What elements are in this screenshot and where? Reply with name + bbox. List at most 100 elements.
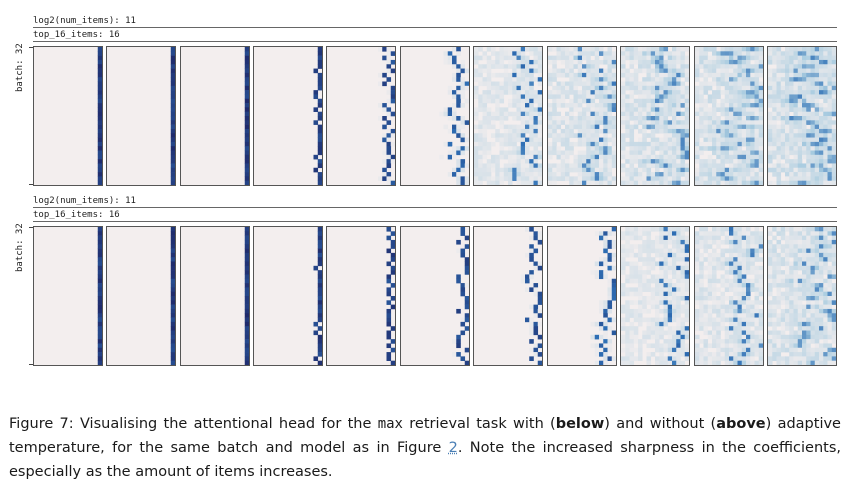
heatmap-cell [720,339,726,344]
heatmap-cell [746,239,751,245]
heatmap-cell [733,146,738,151]
heatmap-cell [746,90,751,95]
heatmap-cell [512,137,517,143]
heatmap-cell [733,352,738,357]
heatmap-cell [814,116,820,121]
heatmap-cell [560,72,566,78]
heatmap-cell [625,278,630,284]
heatmap-cell [716,77,721,82]
heatmap-cell [789,352,794,357]
heatmap-cell [737,296,743,301]
heatmap-cell [729,116,734,121]
heatmap-cell [810,55,816,61]
heatmap-cell [590,176,596,181]
heatmap-panel [694,46,764,186]
heatmap-cell [707,334,713,340]
heatmap-cell [565,137,570,143]
heatmap-cell [603,150,608,156]
heatmap-cell [684,55,689,61]
heatmap-cell [724,360,730,365]
heatmap-cell [548,59,553,65]
heatmap-cell [474,72,479,78]
heatmap-cell [789,116,794,121]
heatmap-cell [456,72,461,78]
heatmap-cell [746,321,751,327]
heatmap-cell [724,231,730,236]
heatmap-cell [707,163,713,169]
heatmap-cell [97,176,102,181]
heatmap-cell [667,265,673,271]
heatmap-cell [776,107,782,112]
heatmap-cell [97,339,102,344]
heatmap-cell [802,304,807,310]
heatmap-cell [629,180,635,185]
heatmap-cell [516,90,522,95]
heatmap-cell [768,270,773,275]
heatmap-cell [582,81,587,87]
heatmap-cell [741,235,747,241]
heatmap-cell [642,334,647,340]
heatmap-cell [750,239,755,245]
heatmap-cell [447,90,453,95]
heatmap-cell [650,116,656,121]
heatmap-cell [659,227,664,232]
heatmap-cell [720,172,726,177]
heatmap-cell [478,159,483,164]
heatmap-cell [806,313,811,318]
heatmap-cell [684,261,689,267]
heatmap-cell [607,339,613,344]
heatmap-cell [607,308,613,314]
heatmap-cell [603,347,608,353]
heatmap-cell [703,339,709,344]
heatmap-cell [537,321,542,327]
heatmap-cell [703,274,709,280]
heatmap-cell [170,120,175,125]
heatmap-cell [170,163,175,169]
heatmap-cell [720,227,726,232]
heatmap-cell [464,265,469,271]
heatmap-cell [802,244,807,249]
heatmap-cell [569,55,574,61]
heatmap-cell [482,51,488,56]
heatmap-cell [802,248,807,254]
heatmap-cell [741,124,747,130]
heatmap-cell [768,313,773,318]
heatmap-cell [699,317,704,323]
heatmap-cell [382,176,387,181]
heatmap-cell [819,321,824,327]
heatmap-cell [684,343,689,349]
heatmap-cell [780,154,786,160]
heatmap-cell [707,235,713,241]
heatmap-cell [474,51,479,56]
heatmap-cell [819,265,824,271]
heatmap-cell [724,283,730,288]
heatmap-cell [659,98,664,104]
heatmap-cell [806,163,811,169]
heatmap-cell [806,128,811,134]
heatmap-cell [802,291,807,297]
heatmap-cell [720,300,726,305]
heatmap-cell [573,120,579,125]
heatmap-cell [772,321,777,327]
heatmap-cell [512,103,517,108]
figure-ref-link[interactable]: 2 [448,440,458,456]
heatmap-cell [317,317,322,323]
heatmap-cell [170,176,175,181]
heatmap-cell [672,68,677,74]
heatmap-cell [611,231,616,236]
heatmap-cell [560,68,566,74]
heatmap-cell [525,103,530,108]
heatmap-cell [716,356,721,361]
heatmap-cell [802,150,807,156]
heatmap-cell [638,51,643,56]
heatmap-cell [772,77,777,82]
heatmap-cell [443,107,449,112]
heatmap-cell [646,343,652,349]
heatmap-cell [537,120,542,125]
heatmap-cell [556,94,562,100]
heatmap-cell [724,133,730,138]
heatmap-cell [590,90,596,95]
heatmap-cell [599,235,604,241]
heatmap-cell [655,68,660,74]
heatmap-cell [680,98,686,104]
